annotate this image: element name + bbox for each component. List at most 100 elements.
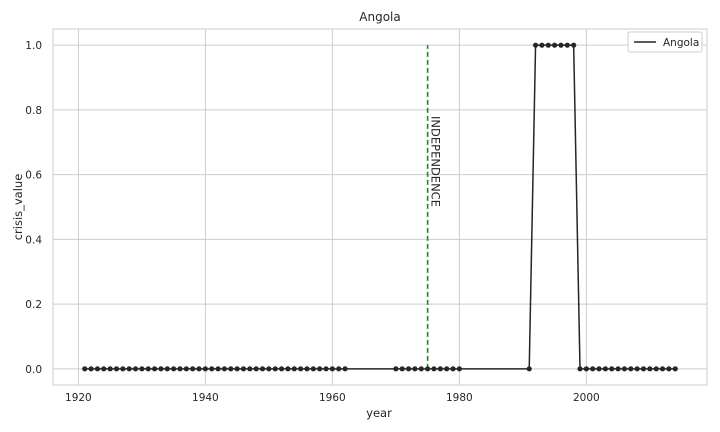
data-point bbox=[329, 366, 335, 372]
data-point bbox=[609, 366, 615, 372]
data-point bbox=[196, 366, 202, 372]
y-tick-label: 1.0 bbox=[25, 40, 42, 52]
data-point bbox=[298, 366, 304, 372]
data-point bbox=[183, 366, 189, 372]
data-point bbox=[209, 366, 215, 372]
data-point bbox=[450, 366, 456, 372]
data-point bbox=[228, 366, 234, 372]
legend-box bbox=[627, 31, 703, 53]
data-point bbox=[272, 366, 278, 372]
data-point bbox=[571, 42, 577, 48]
x-tick-label: 1940 bbox=[192, 392, 219, 404]
annotations: INDEPENDENCE bbox=[426, 45, 443, 369]
data-point bbox=[615, 366, 621, 372]
data-point bbox=[545, 42, 551, 48]
data-point bbox=[583, 366, 589, 372]
data-point bbox=[628, 366, 634, 372]
data-point bbox=[304, 366, 310, 372]
data-point bbox=[552, 42, 558, 48]
data-point bbox=[412, 366, 418, 372]
data-point bbox=[247, 366, 253, 372]
data-point bbox=[285, 366, 291, 372]
data-point bbox=[393, 366, 399, 372]
data-point bbox=[564, 42, 570, 48]
data-point bbox=[291, 366, 297, 372]
y-tick-label: 0.6 bbox=[25, 170, 42, 182]
x-axis-label: year bbox=[366, 406, 392, 420]
data-point bbox=[526, 366, 532, 372]
x-axis-ticks: 1920 1940 1960 1980 2000 bbox=[65, 392, 600, 404]
data-point bbox=[132, 366, 139, 372]
data-point bbox=[602, 366, 609, 372]
data-point bbox=[107, 366, 113, 372]
data-point bbox=[151, 366, 158, 372]
y-tick-label: 0.4 bbox=[25, 234, 42, 246]
data-point bbox=[342, 366, 348, 372]
data-point bbox=[532, 42, 539, 48]
chart-title: Angola bbox=[359, 10, 400, 24]
y-axis-label: crisis_value bbox=[11, 174, 25, 241]
data-point bbox=[425, 366, 431, 372]
data-point bbox=[171, 366, 177, 372]
data-point bbox=[640, 366, 647, 372]
series-points bbox=[82, 42, 678, 372]
data-point bbox=[259, 366, 266, 372]
data-point bbox=[82, 366, 88, 372]
data-point bbox=[672, 366, 678, 372]
data-point bbox=[202, 366, 208, 372]
data-point bbox=[558, 42, 564, 48]
x-tick-label: 1920 bbox=[65, 392, 92, 404]
data-point bbox=[221, 366, 228, 372]
legend-label: Angola bbox=[663, 37, 699, 49]
y-axis-ticks: 0.0 0.2 0.4 0.6 0.8 1.0 bbox=[25, 40, 42, 376]
data-point bbox=[647, 366, 653, 372]
x-tick-label: 1960 bbox=[319, 392, 346, 404]
data-point bbox=[666, 366, 672, 372]
data-point bbox=[590, 366, 596, 372]
data-point bbox=[145, 366, 151, 372]
data-point bbox=[164, 366, 170, 372]
data-point bbox=[139, 366, 145, 372]
y-tick-label: 0.2 bbox=[25, 299, 42, 311]
data-point bbox=[101, 366, 107, 372]
data-point bbox=[94, 366, 101, 372]
data-point bbox=[659, 366, 666, 372]
plot-area bbox=[52, 28, 708, 386]
data-point bbox=[444, 366, 450, 372]
data-point bbox=[336, 366, 342, 372]
data-point bbox=[215, 366, 221, 372]
data-point bbox=[405, 366, 412, 372]
x-tick-label: 2000 bbox=[573, 392, 600, 404]
data-point bbox=[577, 366, 583, 372]
data-point bbox=[653, 366, 659, 372]
data-point bbox=[418, 366, 424, 372]
data-point bbox=[266, 366, 272, 372]
data-point bbox=[456, 366, 462, 372]
y-tick-label: 0.0 bbox=[25, 364, 42, 376]
data-point bbox=[437, 366, 443, 372]
legend: Angola bbox=[627, 31, 703, 53]
data-point bbox=[113, 366, 120, 372]
data-point bbox=[539, 42, 545, 48]
data-point bbox=[596, 366, 602, 372]
data-point bbox=[278, 366, 285, 372]
data-point bbox=[253, 366, 259, 372]
data-point bbox=[310, 366, 316, 372]
data-point bbox=[323, 366, 329, 372]
x-tick-label: 1980 bbox=[446, 392, 473, 404]
data-point bbox=[431, 366, 437, 372]
data-point bbox=[88, 366, 94, 372]
data-point bbox=[234, 366, 240, 372]
data-point bbox=[158, 366, 164, 372]
data-point bbox=[190, 366, 196, 372]
y-tick-label: 0.8 bbox=[25, 105, 42, 117]
data-point bbox=[634, 366, 640, 372]
data-point bbox=[240, 366, 247, 372]
data-point bbox=[120, 366, 126, 372]
independence-label: INDEPENDENCE bbox=[429, 116, 443, 207]
data-point bbox=[317, 366, 323, 372]
data-point bbox=[177, 366, 183, 372]
data-point bbox=[621, 366, 628, 372]
data-point bbox=[126, 366, 132, 372]
